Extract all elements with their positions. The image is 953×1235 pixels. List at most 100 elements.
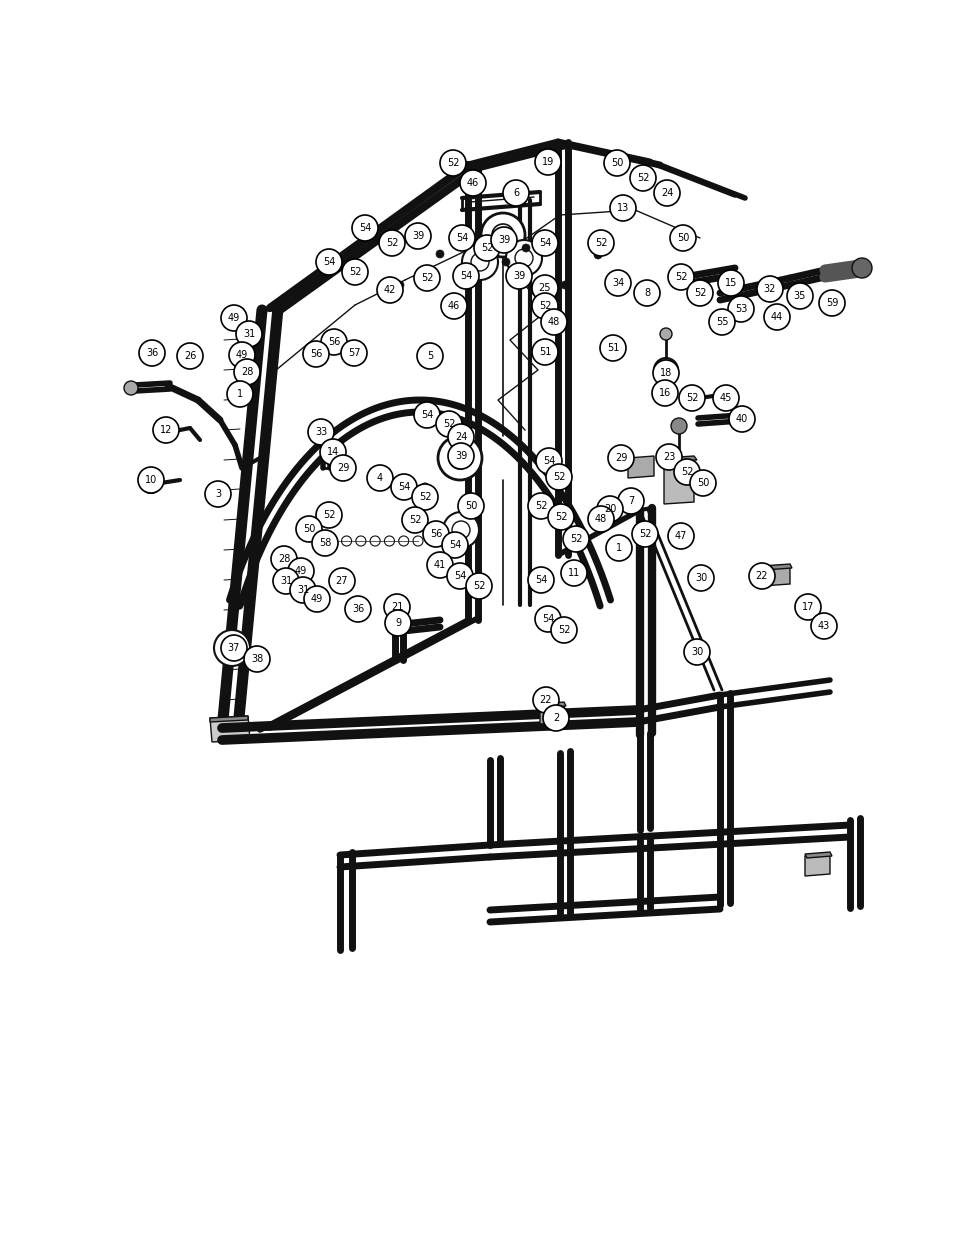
Circle shape — [603, 149, 629, 177]
Circle shape — [340, 340, 367, 366]
Text: 49: 49 — [311, 594, 323, 604]
Text: 20: 20 — [603, 504, 616, 514]
Text: 44: 44 — [770, 312, 782, 322]
Circle shape — [502, 180, 529, 206]
Circle shape — [656, 445, 681, 471]
Circle shape — [794, 594, 821, 620]
Circle shape — [456, 574, 459, 578]
Circle shape — [271, 546, 296, 572]
Circle shape — [474, 235, 499, 261]
Text: 37: 37 — [228, 643, 240, 653]
Circle shape — [227, 382, 253, 408]
Circle shape — [686, 280, 712, 306]
Text: 2: 2 — [553, 713, 558, 722]
Circle shape — [312, 530, 337, 556]
Text: 21: 21 — [391, 601, 403, 613]
Circle shape — [538, 240, 546, 247]
Circle shape — [537, 578, 541, 582]
Circle shape — [556, 626, 563, 634]
Text: 8: 8 — [643, 288, 649, 298]
Text: 39: 39 — [455, 451, 467, 461]
Circle shape — [629, 165, 656, 191]
Circle shape — [378, 230, 405, 256]
Circle shape — [465, 573, 492, 599]
Circle shape — [687, 564, 713, 592]
Text: 54: 54 — [358, 224, 371, 233]
Text: 42: 42 — [383, 285, 395, 295]
Text: 18: 18 — [659, 368, 672, 378]
Circle shape — [449, 225, 475, 251]
Text: 22: 22 — [539, 695, 552, 705]
Circle shape — [395, 282, 403, 289]
Text: 25: 25 — [538, 283, 551, 293]
Text: 52: 52 — [636, 173, 649, 183]
Text: 52: 52 — [408, 515, 421, 525]
Circle shape — [727, 296, 753, 322]
Text: 52: 52 — [552, 472, 565, 482]
Circle shape — [667, 264, 693, 290]
Text: 24: 24 — [660, 188, 673, 198]
Text: 49: 49 — [294, 566, 307, 576]
Circle shape — [320, 329, 347, 354]
Text: 53: 53 — [734, 304, 746, 314]
Circle shape — [654, 358, 678, 382]
Text: 41: 41 — [434, 559, 446, 571]
Circle shape — [659, 329, 671, 340]
Circle shape — [385, 610, 411, 636]
Circle shape — [345, 597, 371, 622]
Circle shape — [288, 558, 314, 584]
Text: 11: 11 — [567, 568, 579, 578]
Circle shape — [492, 224, 514, 246]
Text: 52: 52 — [685, 393, 698, 403]
Circle shape — [442, 513, 478, 548]
Text: 49: 49 — [235, 350, 248, 359]
Circle shape — [818, 290, 844, 316]
Text: 52: 52 — [385, 238, 397, 248]
Text: 28: 28 — [277, 555, 290, 564]
Text: 36: 36 — [352, 604, 364, 614]
Text: 12: 12 — [160, 425, 172, 435]
Circle shape — [440, 293, 467, 319]
Circle shape — [439, 149, 465, 177]
Circle shape — [304, 585, 330, 613]
Circle shape — [505, 263, 532, 289]
Text: 47: 47 — [674, 531, 686, 541]
Polygon shape — [210, 716, 250, 742]
Text: 29: 29 — [336, 463, 349, 473]
Text: 6: 6 — [513, 188, 518, 198]
Circle shape — [359, 226, 364, 230]
Circle shape — [532, 293, 558, 319]
Circle shape — [587, 506, 614, 532]
Text: 52: 52 — [693, 288, 705, 298]
Circle shape — [448, 424, 474, 450]
Text: 56: 56 — [430, 529, 442, 538]
Circle shape — [547, 504, 574, 530]
Text: 48: 48 — [547, 317, 559, 327]
Circle shape — [558, 629, 561, 632]
Circle shape — [422, 521, 449, 547]
Circle shape — [457, 493, 483, 519]
Circle shape — [679, 385, 704, 411]
Circle shape — [308, 419, 334, 445]
Text: 30: 30 — [690, 647, 702, 657]
Text: 54: 54 — [459, 270, 472, 282]
Text: 23: 23 — [662, 452, 675, 462]
Circle shape — [597, 496, 622, 522]
Text: 39: 39 — [497, 235, 510, 245]
Circle shape — [456, 233, 463, 242]
Circle shape — [652, 359, 679, 387]
Text: 39: 39 — [513, 270, 524, 282]
Text: 52: 52 — [442, 419, 455, 429]
Polygon shape — [761, 566, 789, 585]
Text: 52: 52 — [473, 580, 485, 592]
Text: 54: 54 — [456, 233, 468, 243]
Polygon shape — [210, 716, 248, 722]
Circle shape — [452, 521, 470, 538]
Text: 52: 52 — [594, 238, 607, 248]
Circle shape — [718, 270, 743, 296]
Polygon shape — [761, 564, 791, 571]
Text: 54: 54 — [538, 238, 551, 248]
Text: 40: 40 — [735, 414, 747, 424]
Circle shape — [535, 606, 560, 632]
Text: 56: 56 — [328, 337, 340, 347]
